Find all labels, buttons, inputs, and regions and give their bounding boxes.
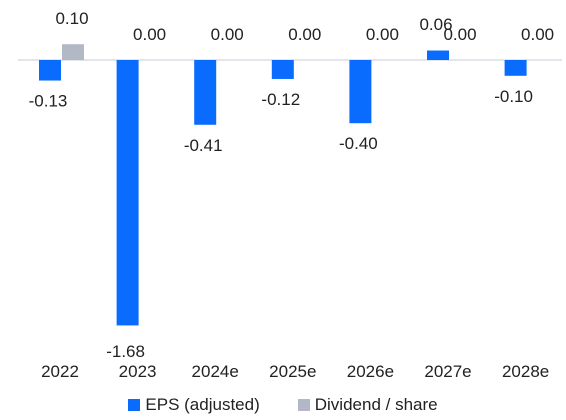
legend-label-eps: EPS (adjusted) (145, 395, 260, 414)
eps-bar (271, 60, 294, 79)
eps-bar (427, 50, 449, 60)
x-tick-label: 2022 (41, 362, 79, 381)
eps-value-label: 0.06 (419, 15, 452, 34)
dividend-value-label: 0.00 (366, 25, 399, 44)
eps-bar (349, 60, 372, 124)
dividend-value-label: 0.00 (133, 25, 166, 44)
legend-swatch-eps (128, 399, 141, 411)
eps-value-label: -0.10 (494, 87, 533, 106)
dividend-value-label: 0.00 (443, 25, 476, 44)
eps-value-label: -0.41 (184, 136, 223, 155)
dividend-value-label: 0.00 (211, 25, 244, 44)
dividend-value-label: 0.00 (521, 25, 554, 44)
x-tick-label: 2025e (269, 362, 316, 381)
chart-legend: EPS (adjusted) Dividend / share (0, 395, 566, 415)
x-tick-label: 2023 (119, 362, 157, 381)
legend-swatch-dividend (297, 399, 310, 411)
eps-bar (116, 60, 139, 326)
dividend-value-label: 0.10 (55, 9, 88, 28)
dividend-value-label: 0.00 (288, 25, 321, 44)
legend-item-eps: EPS (adjusted) (128, 395, 260, 415)
x-tick-label: 2024e (192, 362, 239, 381)
legend-label-dividend: Dividend / share (314, 395, 438, 414)
eps-value-label: -0.13 (29, 92, 68, 111)
x-tick-label: 2026e (347, 362, 394, 381)
eps-bar (194, 60, 217, 125)
x-tick-label: 2028e (502, 362, 549, 381)
eps-value-label: -0.40 (339, 134, 378, 153)
legend-item-dividend: Dividend / share (297, 395, 438, 415)
x-tick-label: 2027e (424, 362, 471, 381)
eps-bar (39, 60, 61, 81)
dividend-bar (62, 44, 84, 60)
eps-bar (504, 60, 527, 76)
eps-value-label: -1.68 (106, 342, 145, 361)
eps-value-label: -0.12 (261, 90, 300, 109)
